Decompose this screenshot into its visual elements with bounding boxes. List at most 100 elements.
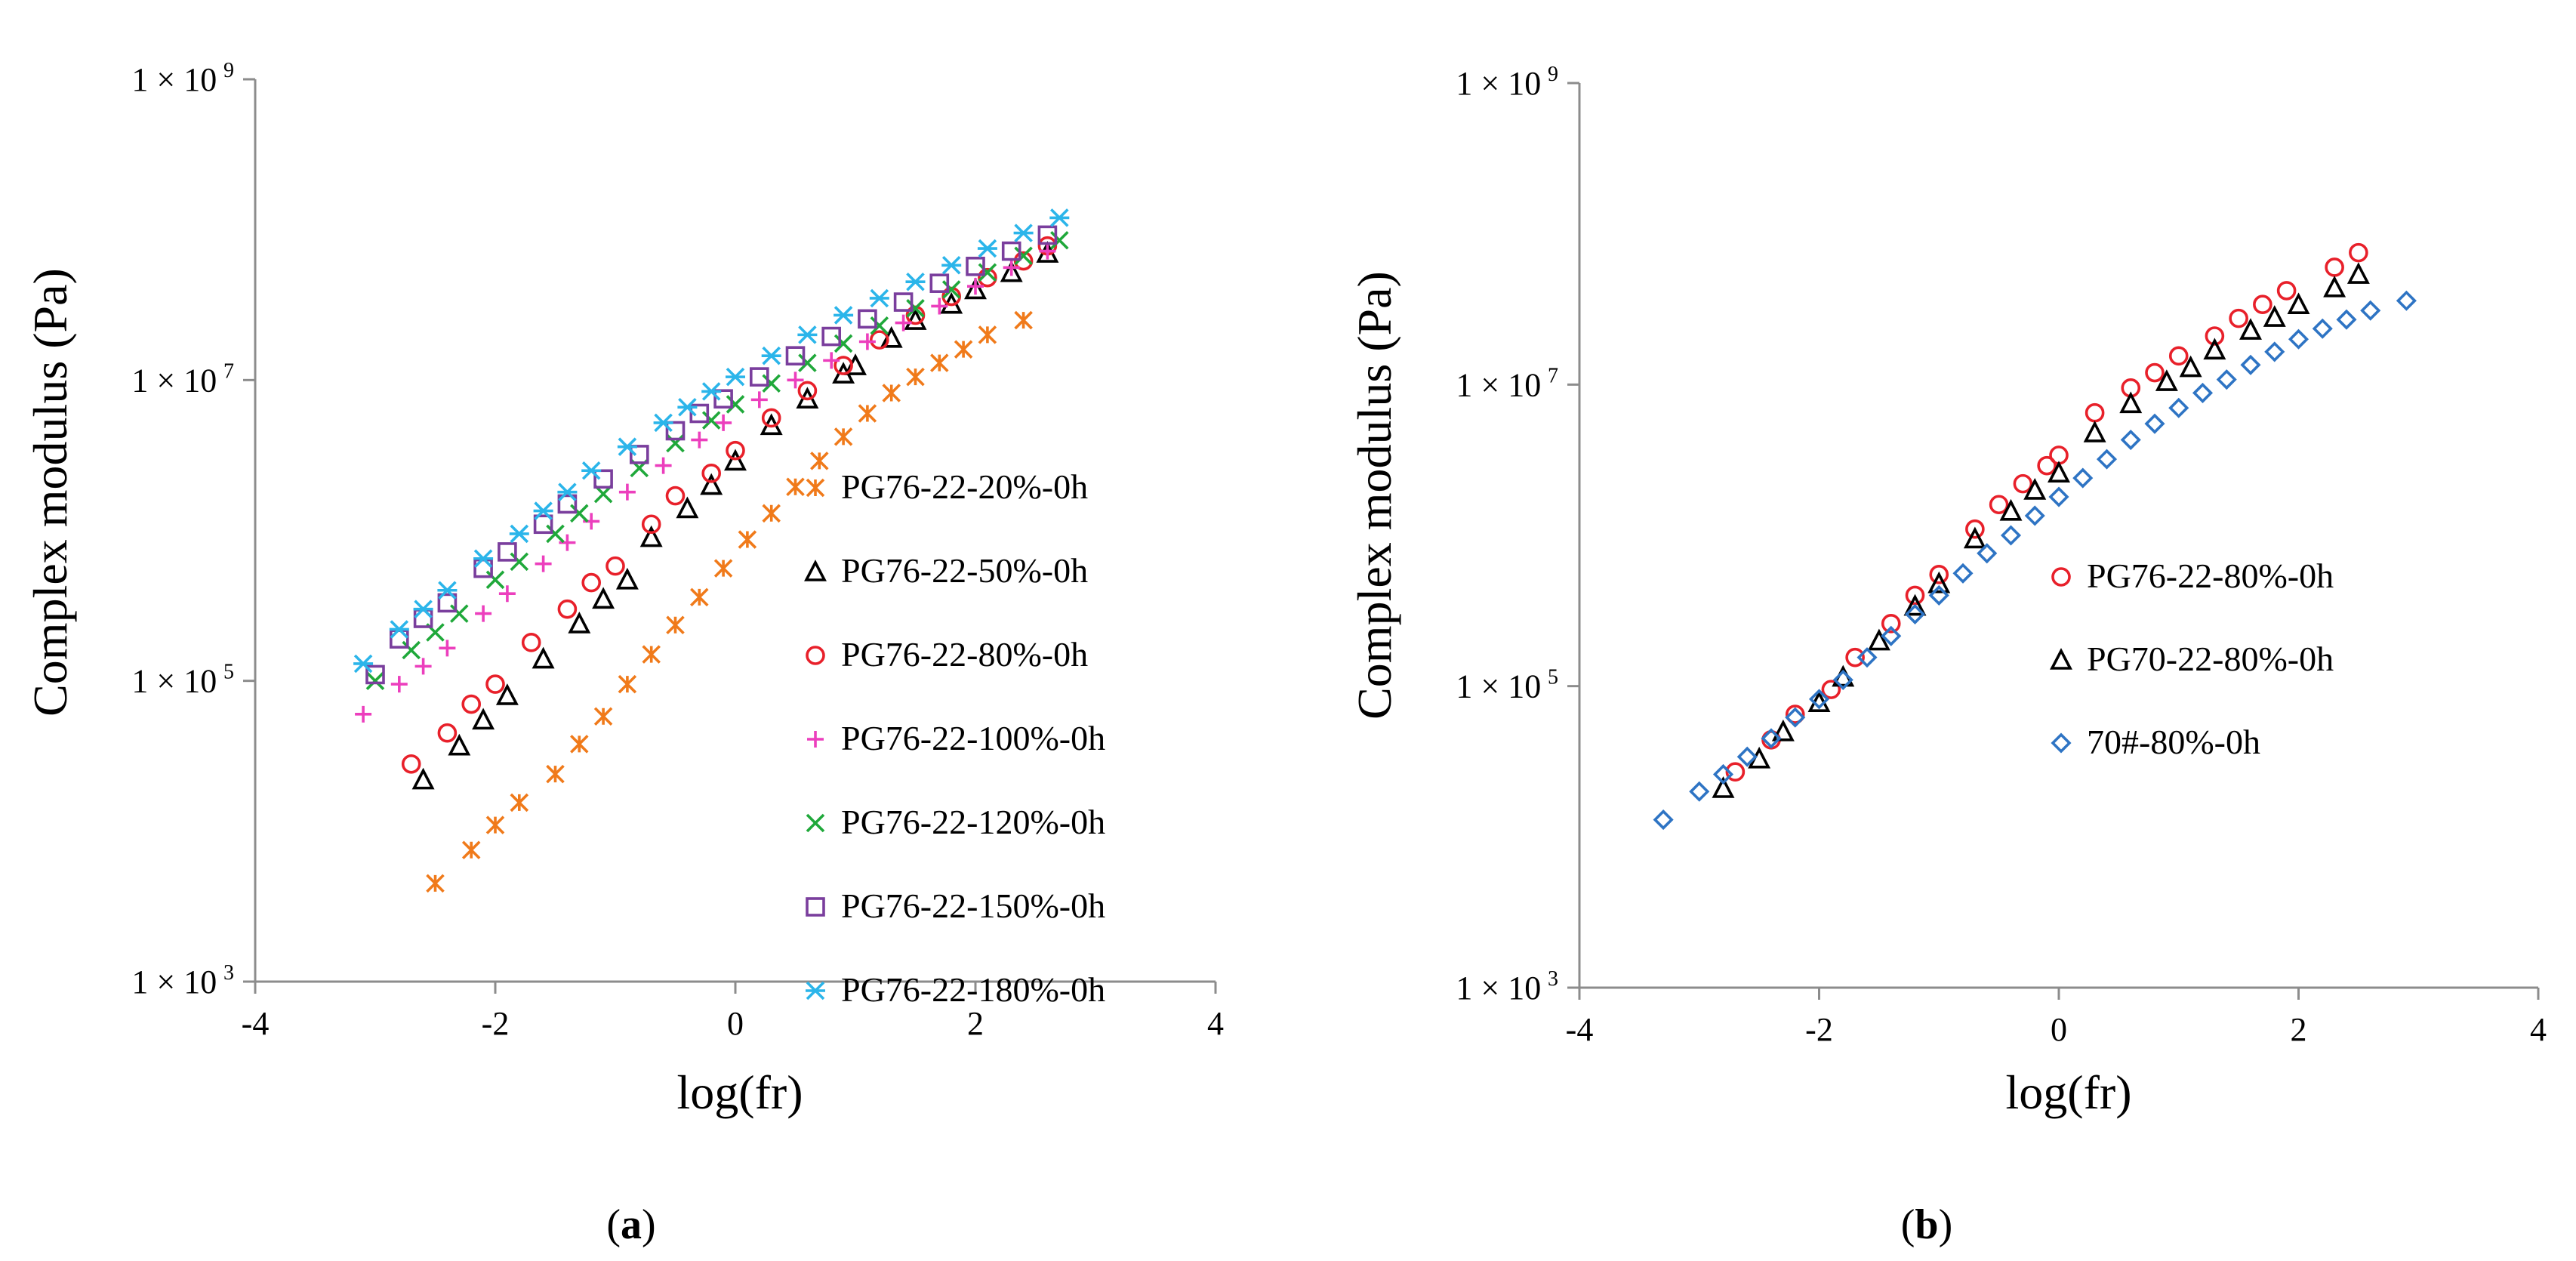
series-a-6	[353, 208, 1070, 674]
data-point	[629, 445, 649, 464]
data-point	[2000, 525, 2022, 546]
series-a-4	[365, 230, 1069, 690]
data-point	[966, 256, 985, 276]
data-point	[810, 452, 829, 470]
data-point	[761, 408, 781, 428]
legend-label: 70#-80%-0h	[2087, 723, 2260, 761]
legend-label: PG76-22-20%-0h	[841, 467, 1088, 506]
data-point	[426, 874, 445, 893]
x-tick-label: -2	[482, 1005, 510, 1042]
data-point	[930, 353, 949, 372]
legend-marker	[2050, 648, 2072, 670]
data-point	[592, 587, 615, 609]
data-point	[353, 654, 374, 674]
data-point	[906, 367, 925, 387]
data-point	[834, 356, 853, 375]
data-point	[475, 605, 492, 622]
data-point	[1013, 224, 1034, 242]
legend-label: PG70-22-80%-0h	[2087, 640, 2334, 678]
data-point	[1653, 809, 1674, 831]
data-point	[365, 664, 385, 685]
data-point	[593, 469, 613, 489]
data-point	[1928, 584, 1949, 606]
panel-label-a: (a)	[606, 1201, 655, 1248]
data-point	[1904, 603, 1926, 624]
y-tick-label: 1 × 10 9	[1456, 63, 1558, 102]
data-point	[977, 239, 997, 258]
data-point	[1013, 251, 1034, 271]
data-point	[2203, 338, 2226, 360]
series-a-5	[365, 225, 1058, 685]
x-tick-label: 0	[727, 1005, 744, 1042]
data-point	[1761, 728, 1782, 749]
data-point	[568, 612, 591, 634]
data-point	[605, 556, 625, 576]
data-point	[967, 278, 984, 295]
x-tick-label: 2	[2291, 1011, 2307, 1048]
data-point	[618, 483, 636, 501]
data-point	[411, 767, 435, 790]
data-point	[2048, 461, 2070, 483]
data-point	[402, 640, 421, 660]
data-marks-b	[1653, 242, 2417, 831]
data-point	[2120, 429, 2141, 451]
data-point	[1867, 628, 1890, 651]
axes-a: 1 × 10 9 1 × 10 7 1 × 10 5 1 × 10 3-4 -2 0 2 4	[131, 59, 1224, 1042]
y-axis-title-a: Complex modulus (Pa)	[23, 268, 77, 717]
data-point	[726, 395, 745, 414]
data-point	[750, 391, 768, 409]
data-point	[691, 431, 708, 449]
data-point	[521, 633, 541, 652]
x-tick-label: -2	[1805, 1011, 1833, 1048]
data-point	[677, 398, 698, 417]
data-point	[1832, 669, 1853, 690]
data-point	[413, 609, 433, 628]
data-point	[1929, 565, 1949, 584]
data-point	[1927, 571, 1951, 594]
y-axis-title-b: Complex modulus (Pa)	[1348, 271, 1401, 720]
x-tick-label: 4	[2530, 1011, 2547, 1048]
data-point	[2264, 341, 2285, 362]
x-tick-label: -4	[1566, 1011, 1594, 1048]
data-point	[893, 292, 914, 312]
data-point	[1000, 260, 1023, 282]
data-point	[823, 352, 840, 369]
data-point	[941, 280, 961, 299]
data-point	[726, 440, 745, 461]
data-point	[472, 708, 495, 730]
data-point	[870, 330, 889, 350]
data-point	[713, 389, 733, 409]
data-point	[700, 473, 723, 495]
series-b-1	[1712, 262, 2370, 798]
data-point	[2168, 346, 2189, 366]
data-point	[1903, 594, 1927, 616]
series-a-2	[401, 236, 1058, 774]
legend-a: PG76-22-20%-0h PG76-22-50%-0h PG76-22-80%-…	[804, 467, 1105, 1009]
y-tick-label: 1 × 10 3	[1456, 967, 1558, 1007]
legend-marker	[806, 897, 825, 917]
data-point	[533, 501, 553, 520]
data-point	[1712, 776, 1735, 798]
data-point	[1785, 707, 1806, 728]
y-tick-label: 1 × 10 7	[1456, 364, 1558, 403]
legend-label: PG76-22-80%-0h	[841, 635, 1088, 674]
data-point	[2205, 326, 2225, 346]
data-point	[2145, 362, 2165, 383]
data-point	[834, 306, 854, 325]
data-point	[787, 372, 804, 389]
series-a-0	[426, 310, 1033, 893]
data-point	[557, 494, 578, 514]
data-point	[666, 615, 685, 635]
data-point	[797, 381, 818, 401]
data-point	[450, 604, 469, 623]
data-point	[2144, 413, 2165, 434]
data-point	[1037, 225, 1058, 245]
data-point	[498, 585, 516, 603]
data-marks-a	[353, 208, 1070, 893]
data-point	[2312, 318, 2333, 339]
data-point	[2119, 391, 2143, 414]
data-point	[1857, 647, 1878, 668]
x-axis-title-a: log(fr)	[676, 1065, 803, 1119]
data-point	[546, 524, 565, 544]
